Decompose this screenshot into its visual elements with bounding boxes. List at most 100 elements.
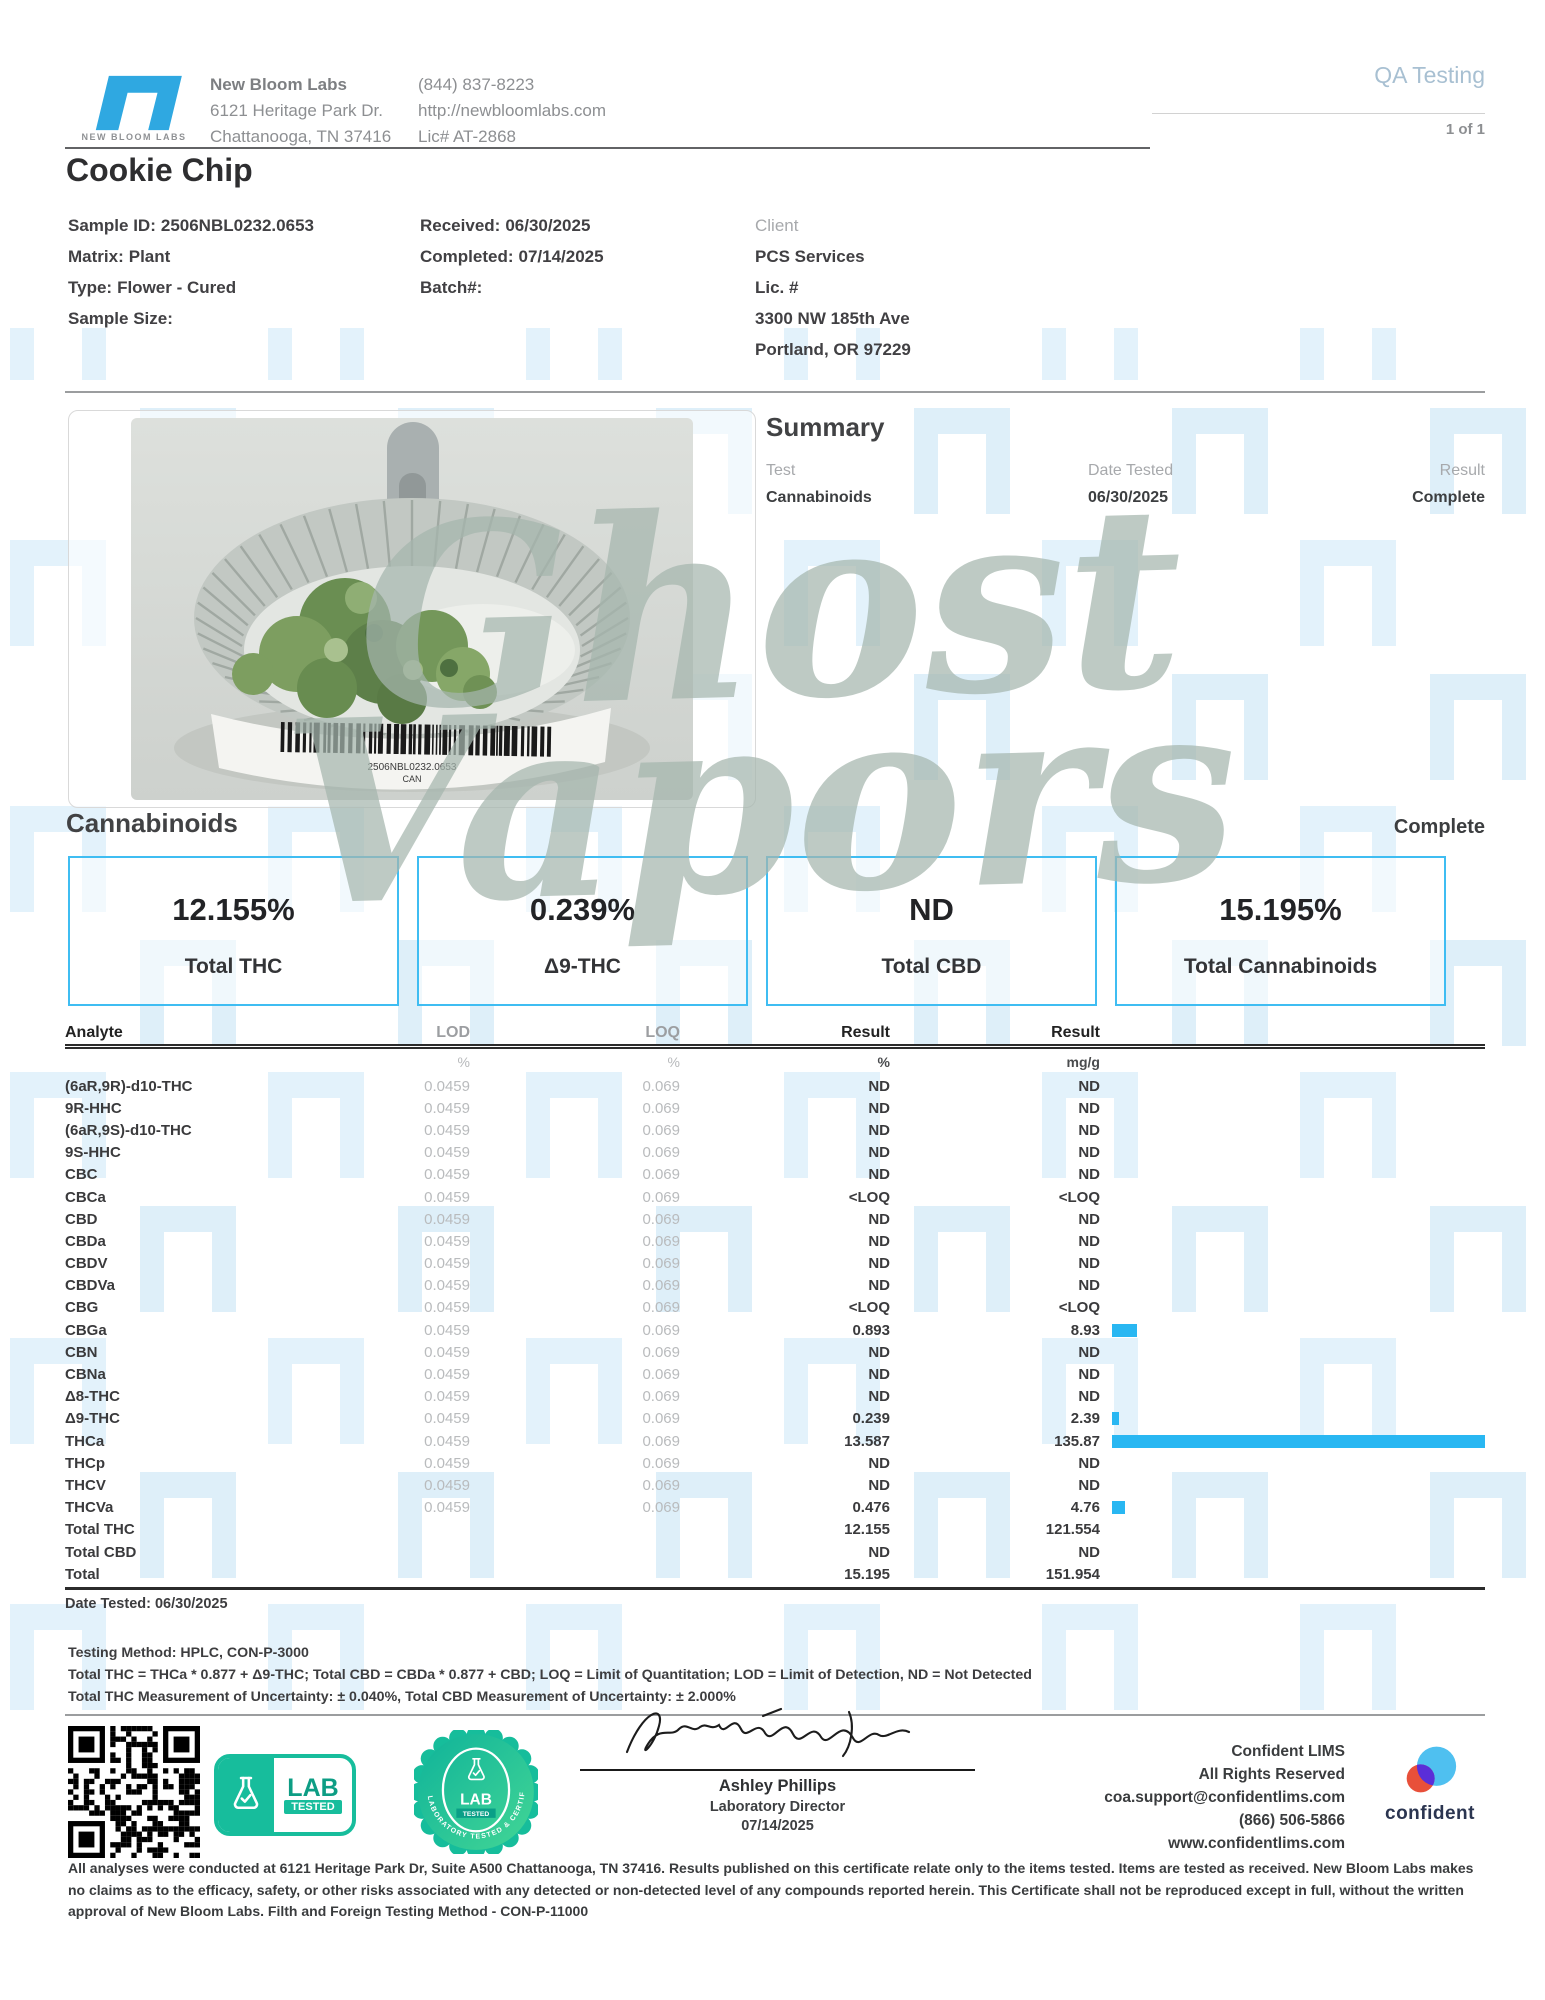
result-mgg: ND [1078,1121,1100,1139]
table-row: CBDa 0.0459 0.069 ND ND [65,1230,1485,1252]
analyte-name: Total THC [65,1521,135,1539]
analyte-name: 9S-HHC [65,1144,121,1162]
lod-value: 0.0459 [424,1232,470,1250]
result-bar [1112,1323,1137,1337]
method-notes: Testing Method: HPLC, CON-P-3000 Total T… [68,1642,1488,1708]
client-label: Client [755,216,799,235]
signer-name: Ashley Phillips [718,1777,837,1795]
analyte-name: CBDa [65,1232,106,1250]
lab-website-link[interactable]: http://newbloomlabs.com [418,101,607,120]
analyte-name: CBDV [65,1255,108,1273]
table-row: (6aR,9R)-d10-THC 0.0459 0.069 ND ND [65,1075,1485,1097]
analyte-name: THCVa [65,1499,114,1517]
lod-value: 0.0459 [424,1321,470,1339]
lod-value: 0.0459 [424,1499,470,1517]
lims-website-link[interactable]: www.confidentlims.com [1168,1835,1345,1852]
qr-code [68,1726,200,1863]
field-label: Received: [420,216,501,235]
table-row: Total THC 12.155 121.554 [65,1519,1485,1541]
field-value: 06/30/2025 [505,216,591,235]
footer-rule [65,1714,1485,1716]
logo-caption: NEW BLOOM LABS [81,132,187,142]
loq-value: 0.069 [642,1388,680,1406]
result-mgg: 151.954 [1045,1565,1100,1583]
result-mgg: 2.39 [1070,1410,1100,1428]
analyte-name: CBDVa [65,1277,116,1295]
lod-value: 0.0459 [424,1077,470,1095]
unit-lod: % [457,1054,470,1070]
result-box-label: Δ9-THC [544,955,621,978]
result-box-label: Total THC [184,955,283,978]
result-box-value: 15.195% [1219,892,1342,927]
client-address: 3300 NW 185th Ave [755,309,910,328]
table-row: Total CBD ND ND [65,1541,1485,1563]
lod-value: 0.0459 [424,1121,470,1139]
table-row: CBDV 0.0459 0.069 ND ND [65,1253,1485,1275]
result-percent: ND [868,1388,890,1406]
unit-loq: % [667,1054,680,1070]
client-license: Lic. # [755,278,799,297]
loq-value: 0.069 [642,1410,680,1428]
table-row: 9R-HHC 0.0459 0.069 ND ND [65,1097,1485,1119]
result-box-value: ND [909,892,954,927]
analyte-name: CBN [65,1343,98,1361]
lims-email-link[interactable]: coa.support@confidentlims.com [1104,1789,1345,1806]
barcode-subtext: CAN [402,774,421,784]
result-mgg: ND [1078,1210,1100,1228]
analyte-name: 9R-HHC [65,1099,122,1117]
loq-value: 0.069 [642,1343,680,1361]
analyte-name: CBD [65,1210,98,1228]
sample-photo-card: 2506NBL0232.0653 CAN [68,410,756,808]
lab-contact-block: (844) 837-8223 http://newbloomlabs.com L… [418,72,606,150]
table-row: Total 15.195 151.954 [65,1563,1485,1585]
seal-lab-text: LAB [460,1791,492,1808]
result-box: 0.239% Δ9-THC [417,856,748,1006]
table-row: CBG 0.0459 0.069 <LOQ <LOQ [65,1297,1485,1319]
result-percent: ND [868,1454,890,1472]
analyte-name: Total [65,1565,100,1583]
result-percent: 13.587 [844,1432,890,1450]
sample-field: Batch#: [420,272,604,303]
loq-value: 0.069 [642,1321,680,1339]
result-percent: 15.195 [844,1565,890,1583]
analyte-name: CBC [65,1166,98,1184]
lod-value: 0.0459 [424,1166,470,1184]
analyte-name: CBG [65,1299,99,1317]
analyte-table: Analyte LOD LOQ Result Result % % % mg/g… [65,1024,1485,1612]
result-percent: ND [868,1343,890,1361]
analyte-name: Δ8-THC [65,1388,120,1406]
loq-value: 0.069 [642,1077,680,1095]
loq-value: 0.069 [642,1476,680,1494]
lod-value: 0.0459 [424,1299,470,1317]
result-percent: ND [868,1277,890,1295]
result-bar [1112,1501,1126,1515]
field-value: 2506NBL0232.0653 [160,216,314,235]
summary-date: 06/30/2025 [1088,489,1169,506]
lod-value: 0.0459 [424,1255,470,1273]
result-percent: ND [868,1077,890,1095]
result-bar [1112,1412,1119,1426]
analyte-name: THCp [65,1454,105,1472]
lab-name: New Bloom Labs [210,75,347,94]
summary-col-date: Date Tested [1088,462,1174,479]
loq-value: 0.069 [642,1366,680,1384]
lod-value: 0.0459 [424,1277,470,1295]
result-mgg: ND [1078,1543,1100,1561]
analyte-name: Δ9-THC [65,1410,120,1428]
cannabinoids-title: Cannabinoids [66,808,238,838]
lab-phone: (844) 837-8223 [418,75,535,94]
analyte-name: (6aR,9S)-d10-THC [65,1121,192,1139]
barcode-text: 2506NBL0232.0653 [368,762,457,773]
result-mgg: 121.554 [1045,1521,1100,1539]
loq-value: 0.069 [642,1166,680,1184]
result-mgg: <LOQ [1058,1299,1100,1317]
result-mgg: 4.76 [1070,1499,1100,1517]
col-result-pct: Result [841,1024,890,1041]
lab-address-line1: 6121 Heritage Park Dr. [210,101,383,120]
result-box-label: Total Cannabinoids [1183,955,1378,978]
analyte-name: CBCa [65,1188,106,1206]
lod-value: 0.0459 [424,1454,470,1472]
signature-block: Ashley Phillips Laboratory Director 07/1… [580,1700,975,1834]
lod-value: 0.0459 [424,1144,470,1162]
client-city: Portland, OR 97229 [755,340,911,359]
